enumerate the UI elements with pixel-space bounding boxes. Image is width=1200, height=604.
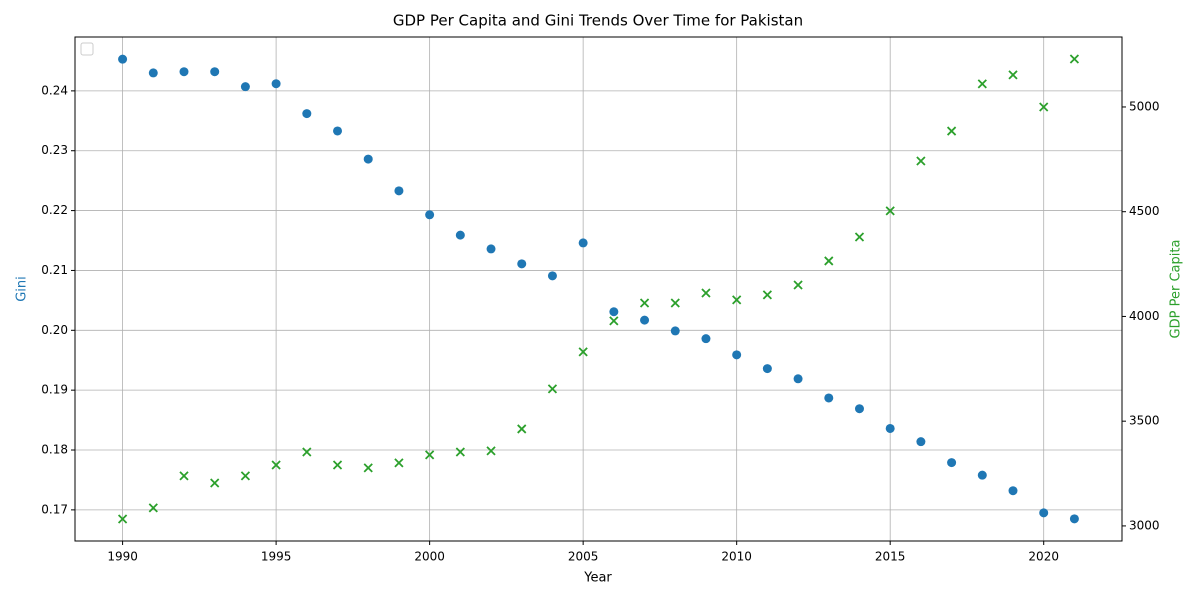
y2-tick-label: 3000 bbox=[1129, 518, 1160, 532]
point bbox=[332, 460, 343, 470]
point bbox=[424, 450, 435, 460]
point bbox=[946, 126, 957, 136]
point bbox=[854, 232, 865, 242]
point bbox=[117, 514, 128, 524]
y2-tick-label: 5000 bbox=[1129, 99, 1160, 113]
point bbox=[179, 471, 189, 481]
point bbox=[793, 374, 803, 384]
point bbox=[455, 447, 465, 457]
x-tick-label: 2020 bbox=[1028, 550, 1059, 564]
point bbox=[363, 463, 373, 473]
point bbox=[1069, 514, 1079, 524]
point bbox=[701, 288, 711, 298]
x-tick-label: 1995 bbox=[261, 550, 292, 564]
point bbox=[977, 79, 987, 89]
y-tick-label: 0.23 bbox=[41, 143, 68, 157]
x-tick-label: 2010 bbox=[721, 550, 752, 564]
x-tick-label: 1990 bbox=[107, 550, 138, 564]
point bbox=[517, 424, 527, 434]
point bbox=[547, 271, 557, 281]
point bbox=[179, 67, 189, 77]
point bbox=[547, 384, 558, 394]
y-tick-label: 0.20 bbox=[41, 323, 68, 337]
y2-tick-label: 3500 bbox=[1129, 414, 1160, 428]
point bbox=[916, 156, 926, 166]
y-tick-label: 0.17 bbox=[41, 502, 68, 516]
y-tick-label: 0.18 bbox=[41, 443, 68, 457]
x-axis-label: Year bbox=[583, 571, 612, 586]
point bbox=[609, 316, 619, 326]
point bbox=[732, 295, 742, 305]
point bbox=[609, 307, 619, 317]
point bbox=[455, 230, 465, 240]
point bbox=[210, 67, 220, 77]
point bbox=[1008, 486, 1018, 496]
point bbox=[885, 423, 895, 433]
point bbox=[302, 109, 312, 119]
point bbox=[916, 437, 926, 447]
point bbox=[271, 79, 281, 89]
y2-tick-label: 4500 bbox=[1129, 204, 1160, 218]
point bbox=[885, 206, 895, 216]
point bbox=[302, 447, 312, 457]
point bbox=[517, 259, 527, 269]
point bbox=[1069, 54, 1080, 64]
x-tick-label: 2000 bbox=[414, 550, 445, 564]
point bbox=[977, 470, 987, 480]
y2-tick-label: 4000 bbox=[1129, 309, 1160, 323]
point bbox=[486, 244, 496, 254]
point bbox=[1039, 102, 1049, 112]
point bbox=[394, 186, 404, 196]
point bbox=[148, 503, 158, 513]
y-tick-label: 0.19 bbox=[41, 383, 68, 397]
point bbox=[271, 460, 281, 470]
point bbox=[118, 54, 128, 64]
point bbox=[394, 458, 404, 468]
point bbox=[148, 68, 158, 78]
point bbox=[701, 334, 711, 344]
point bbox=[639, 298, 650, 308]
point bbox=[670, 326, 680, 336]
point bbox=[486, 446, 496, 456]
legend-box bbox=[80, 42, 94, 56]
point bbox=[762, 364, 772, 374]
x-tick-label: 2015 bbox=[875, 550, 906, 564]
point bbox=[333, 126, 343, 136]
point bbox=[670, 298, 680, 308]
point bbox=[210, 478, 220, 488]
y2-axis-label: GDP Per Capita bbox=[1169, 240, 1184, 339]
point bbox=[425, 210, 435, 220]
point bbox=[578, 347, 588, 357]
plot-frame bbox=[74, 36, 1123, 542]
point bbox=[854, 404, 864, 414]
point bbox=[732, 350, 742, 360]
point bbox=[762, 290, 773, 300]
point bbox=[363, 154, 373, 164]
point bbox=[1039, 508, 1049, 518]
point bbox=[640, 315, 650, 325]
chart-title: GDP Per Capita and Gini Trends Over Time… bbox=[393, 12, 803, 30]
x-tick-label: 2005 bbox=[568, 550, 599, 564]
y-tick-label: 0.22 bbox=[41, 203, 68, 217]
point bbox=[824, 393, 834, 403]
y-tick-label: 0.21 bbox=[41, 263, 68, 277]
y-axis-label: Gini bbox=[15, 276, 30, 302]
point bbox=[240, 471, 251, 481]
point bbox=[793, 280, 803, 290]
point bbox=[1008, 70, 1018, 80]
point bbox=[824, 256, 834, 266]
point bbox=[578, 238, 588, 248]
point bbox=[947, 458, 957, 468]
point bbox=[240, 82, 250, 92]
y-tick-label: 0.24 bbox=[41, 83, 68, 97]
